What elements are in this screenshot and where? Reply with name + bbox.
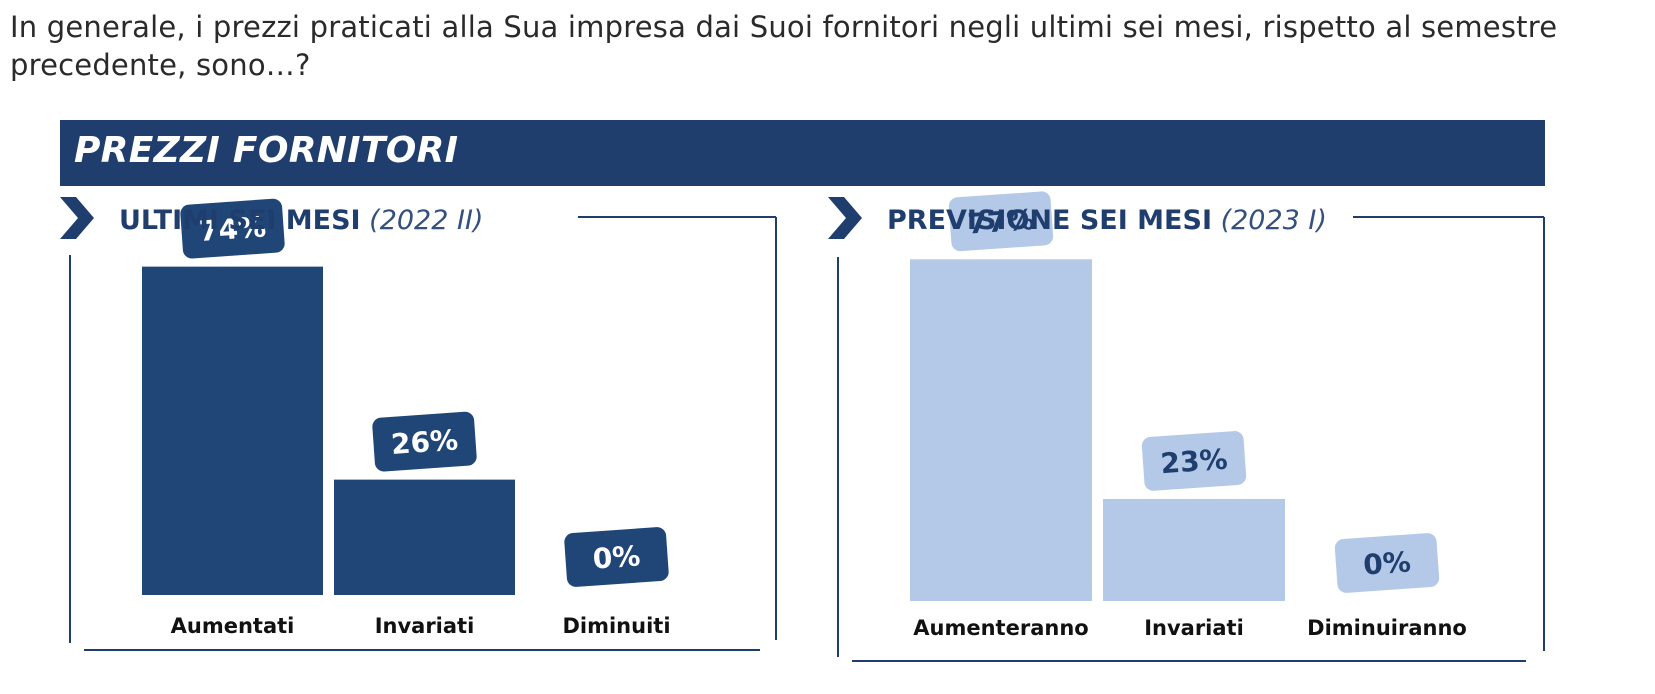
value-label: 0% [1362,545,1412,581]
banner-title: PREZZI FORNITORI [74,130,459,171]
value-label: 26% [390,423,459,461]
category-label: Aumentati [171,614,295,638]
bar-invariati [1103,498,1285,601]
chart-heading: ULTIMI SEI MESI (2022 II) [119,205,483,236]
chart-svg: 74% Aumentati 26% Invariati 0% Diminuiti [60,197,777,651]
chevron-icon [828,197,862,239]
category-label: Diminuiti [562,614,670,638]
chart-heading: PREVISIONE SEI MESI (2023 I) [887,205,1327,236]
chart-last-six-months: 74% Aumentati 26% Invariati 0% Diminuiti ULTI… [58,195,788,675]
value-label-group: 74% [180,198,285,259]
category-label: Invariati [375,614,475,638]
value-label-box [372,411,477,472]
survey-question: In generale, i prezzi praticati alla Sua… [10,10,1558,82]
value-label-group: 0% [564,527,669,587]
value-label-box [948,191,1054,252]
value-label-box [1334,533,1440,593]
category-label: Diminuiranno [1307,616,1467,640]
value-label: 0% [592,539,642,575]
value-label-group: 23% [1141,431,1247,491]
value-label: 74% [198,210,267,248]
chevron-icon [60,197,94,239]
chart-subtitle: (2023 I) [1220,205,1327,236]
value-label: 23% [1159,443,1228,481]
value-label: 77% [966,203,1035,241]
chart-forecast-six-months: 77% Aumenteranno 23% Invariati 0% Diminuirann… [826,191,1555,675]
value-label-group: 26% [372,411,477,472]
chart-title: PREVISIONE SEI MESI [887,205,1212,236]
bar-invariati [334,479,515,595]
bar-aumenteranno [910,259,1092,601]
category-label: Invariati [1144,616,1244,640]
value-label-box [180,198,285,259]
chart-title: ULTIMI SEI MESI [119,205,361,236]
chart-subtitle: (2022 II) [369,205,484,236]
category-label: Aumenteranno [913,616,1088,640]
value-label-group: 77% [948,191,1054,252]
value-label-box [564,527,669,587]
bar-aumentati [142,266,323,595]
section-banner: PREZZI FORNITORI [60,120,1545,186]
value-label-box [1141,431,1247,491]
chart-svg: 77% Aumenteranno 23% Invariati 0% Diminuirann… [828,191,1545,662]
value-label-group: 0% [1334,533,1440,593]
